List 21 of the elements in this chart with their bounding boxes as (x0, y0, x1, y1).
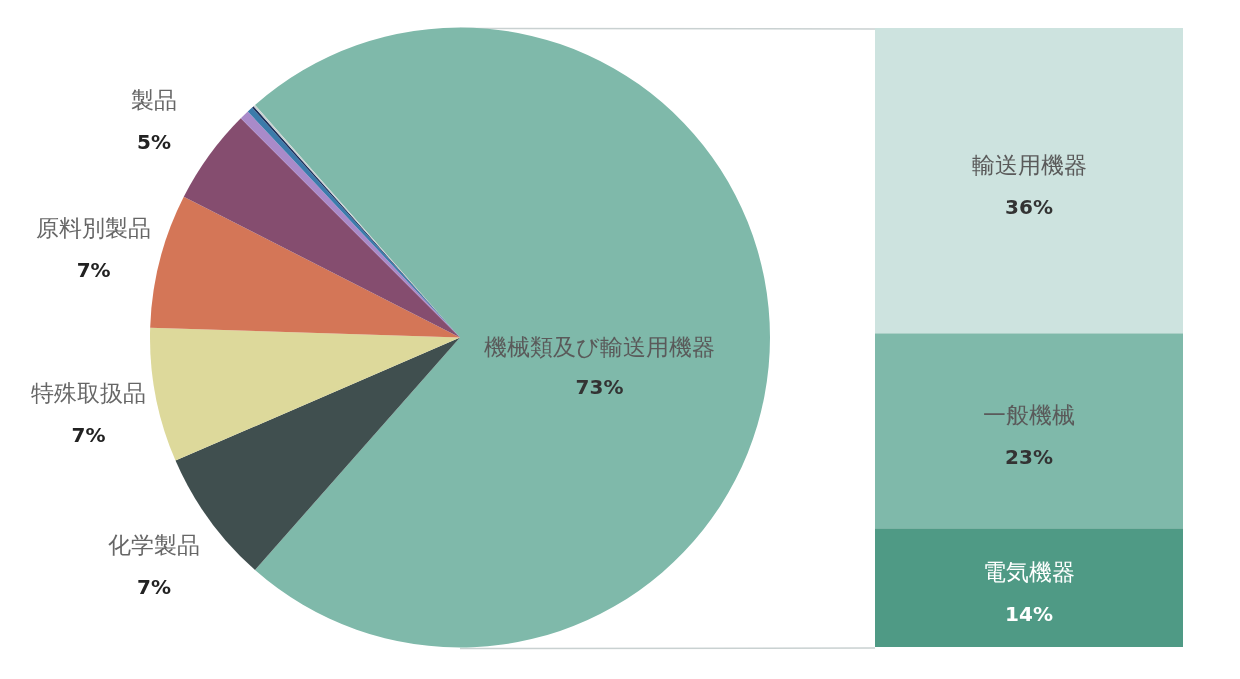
series-label: 輸送用機器 (971, 151, 1087, 178)
data-label: 7% (137, 574, 172, 599)
slice-label: 特殊取扱品 (31, 380, 146, 407)
data-label: 14% (1005, 601, 1053, 626)
series-label: 一般機械 (983, 401, 1075, 428)
pie-slice (150, 196, 460, 338)
slice-label: 原料別製品 (36, 215, 152, 242)
data-label: 73% (575, 374, 624, 399)
slice-label: 製品 (131, 87, 178, 114)
slice-label: 化学製品 (108, 531, 201, 558)
pie-slice (175, 337, 460, 571)
pie-slice (150, 327, 460, 461)
slice-label: 機械類及び輸送用機器 (484, 333, 715, 360)
pie-slice (254, 27, 770, 648)
series-label: 電気機器 (983, 558, 1075, 585)
data-label: 36% (1005, 194, 1053, 219)
data-label: 7% (71, 423, 106, 448)
data-label: 7% (76, 258, 111, 283)
data-label: 23% (1005, 444, 1053, 469)
data-label: 5% (137, 130, 172, 155)
pie-slice (183, 118, 460, 338)
